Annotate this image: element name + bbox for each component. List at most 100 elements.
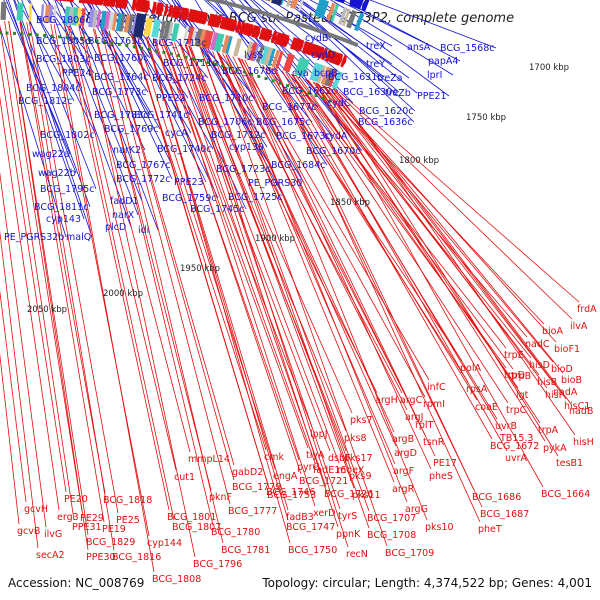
callout-line bbox=[312, 81, 540, 376]
upper-gene-label: ansA bbox=[407, 42, 431, 53]
callout-line bbox=[304, 78, 528, 338]
callout-line bbox=[309, 0, 393, 47]
callout-line bbox=[99, 0, 151, 59]
lower-gene-label: BCG_1707 bbox=[367, 513, 416, 524]
feature-block bbox=[361, 0, 370, 12]
lower-gene-label: ppnK bbox=[336, 529, 361, 540]
feature-block bbox=[54, 0, 60, 1]
feature-tracks bbox=[0, 0, 370, 90]
callout-line bbox=[212, 51, 388, 547]
tick-markers bbox=[0, 31, 332, 103]
upper-gene-label: PPE22 bbox=[156, 93, 186, 104]
lower-gene-label: rpmI bbox=[423, 399, 445, 410]
feature-block bbox=[328, 69, 338, 88]
upper-gene-label: BCG_1636c bbox=[358, 117, 413, 128]
scale-labels: 1700 kbp 1750 kbp 1800 kbp 1850 kbp 1900 kbp… bbox=[27, 63, 569, 315]
callout-line bbox=[333, 89, 572, 405]
feature-block bbox=[213, 33, 225, 52]
lower-gene-label: mmpL14 bbox=[188, 454, 230, 465]
lower-gene-label: pheS bbox=[429, 471, 453, 482]
callout-line bbox=[270, 67, 475, 491]
lower-gene-label: gcvB bbox=[17, 526, 40, 537]
feature-block bbox=[316, 65, 326, 84]
lower-gene-label: rplT bbox=[415, 420, 434, 431]
tick-marker bbox=[20, 32, 24, 36]
callout-line bbox=[317, 83, 548, 389]
callout-line bbox=[50, 23, 150, 537]
lower-gene-label: ilvA bbox=[570, 321, 588, 332]
feature-block bbox=[170, 23, 180, 42]
upper-gene-label: PPE23 bbox=[174, 177, 204, 188]
lower-gene-label: BCG_1807 bbox=[172, 522, 221, 533]
callout-line bbox=[330, 87, 567, 400]
scale-label: 1700 kbp bbox=[529, 63, 569, 73]
feature-block bbox=[76, 7, 82, 26]
callout-line bbox=[78, 26, 191, 453]
tick-marker bbox=[140, 46, 144, 50]
tick-marker bbox=[278, 81, 282, 85]
lower-gene-label: recN bbox=[346, 549, 368, 560]
callout-line bbox=[144, 0, 247, 210]
lower-gene-label: hisH bbox=[573, 437, 594, 448]
upper-gene-label: BCG_1673c bbox=[276, 131, 331, 142]
callout-line bbox=[4, 20, 83, 512]
tick-marker bbox=[147, 48, 151, 51]
lower-gene-label: argG bbox=[405, 504, 428, 515]
lower-gene-label: cmk bbox=[264, 452, 284, 463]
upper-gene-label: BCG_1711c bbox=[163, 58, 218, 69]
feature-block bbox=[123, 14, 131, 33]
upper-gene-label: BCG_1805c bbox=[36, 36, 91, 47]
topology-label: Topology: circular; Length: 4,374,522 bp… bbox=[261, 576, 592, 590]
feature-block bbox=[298, 0, 304, 11]
callout-line bbox=[237, 57, 426, 398]
lower-gene-label: rpsA bbox=[466, 384, 488, 395]
callout-line bbox=[29, 0, 97, 136]
lower-gene-label: BCG_1708 bbox=[367, 530, 416, 541]
feature-block bbox=[270, 30, 278, 44]
callout-line bbox=[177, 0, 285, 198]
tick-marker bbox=[235, 68, 239, 72]
callout-line bbox=[206, 0, 271, 56]
upper-gene-label: BCG_1712c bbox=[211, 130, 266, 141]
tick-marker bbox=[271, 79, 275, 83]
callout-line bbox=[132, 34, 270, 489]
callout-line bbox=[299, 0, 418, 94]
lower-callout-lines bbox=[0, 20, 580, 573]
upper-gene-label: treX bbox=[366, 41, 386, 52]
tick-marker bbox=[95, 39, 99, 43]
callout-line bbox=[188, 45, 353, 414]
lower-gene-label: hisC1 bbox=[564, 401, 590, 412]
scale-label: 1900 kbp bbox=[255, 234, 295, 244]
lower-gene-label: lgt bbox=[516, 390, 529, 401]
scale-label: 1800 kbp bbox=[399, 156, 439, 166]
upper-gene-label: plcD bbox=[105, 222, 126, 233]
lower-gene-label: BCG_1709 bbox=[385, 548, 434, 559]
callout-line bbox=[315, 82, 544, 488]
callout-line bbox=[101, 29, 224, 544]
callout-line bbox=[313, 81, 541, 424]
tick-marker bbox=[221, 64, 225, 68]
upper-gene-label: BCG_1723c bbox=[216, 164, 271, 175]
lower-gene-label: BCG_1750 bbox=[288, 545, 337, 556]
feature-block bbox=[88, 9, 95, 28]
callout-line bbox=[0, 353, 20, 525]
tick-marker bbox=[321, 96, 325, 100]
scale-label: 1750 kbp bbox=[466, 113, 506, 123]
lower-gene-label: BCG_1687 bbox=[480, 509, 529, 520]
callout-line bbox=[190, 45, 355, 489]
callout-line bbox=[240, 58, 430, 381]
feature-block bbox=[233, 38, 243, 57]
feature-block bbox=[336, 53, 343, 66]
feature-block bbox=[199, 11, 208, 25]
lower-gene-label: dsbF bbox=[328, 453, 350, 464]
feature-block bbox=[271, 49, 281, 68]
callout-line bbox=[288, 0, 415, 123]
lower-gene-label: pyrG bbox=[297, 462, 320, 473]
callout-line bbox=[20, 21, 106, 494]
callout-line bbox=[292, 74, 509, 404]
callout-line bbox=[0, 59, 67, 493]
callout-line bbox=[324, 86, 559, 457]
upper-gene-label: cydA bbox=[324, 131, 348, 142]
lower-gene-label: nadB bbox=[569, 406, 593, 417]
lower-gene-label: engA bbox=[273, 471, 298, 482]
